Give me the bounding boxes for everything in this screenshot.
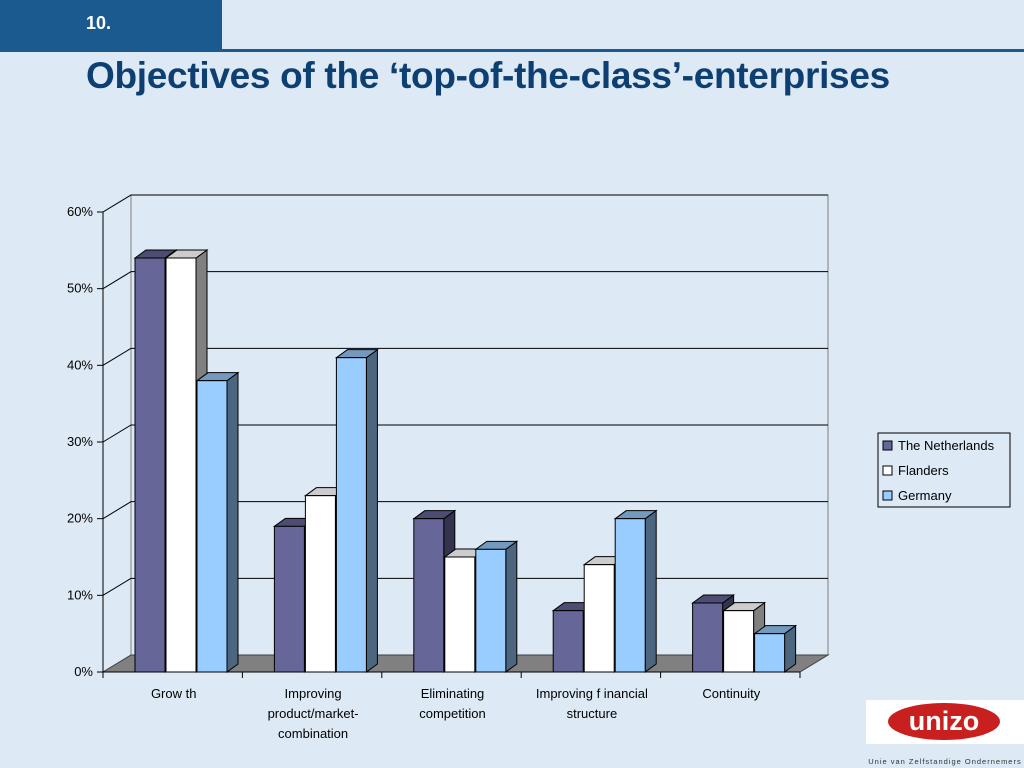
- legend-swatch: [882, 490, 893, 501]
- bar-germany: [753, 624, 798, 673]
- y-axis: 0% 10% 20% 30% 40% 50% 60%: [67, 204, 104, 679]
- x-tick-label: Improving: [285, 686, 342, 701]
- y-tick-label: 30%: [67, 434, 93, 449]
- slide-number: 10.: [86, 13, 112, 33]
- bar-front: [165, 257, 197, 673]
- legend-entry: Germany: [898, 488, 952, 503]
- header-rule: [0, 49, 1024, 52]
- bar-front: [754, 633, 786, 673]
- bar-side: [644, 509, 657, 673]
- y-tick-label: 60%: [67, 204, 93, 219]
- gridline: [102, 501, 828, 520]
- legend-box: [877, 432, 1011, 508]
- bar-front: [335, 357, 367, 673]
- gridline: [102, 424, 828, 443]
- bar-front: [475, 548, 507, 673]
- x-tick-label: product/market-: [268, 706, 359, 721]
- y-tick-label: 40%: [67, 357, 93, 372]
- legend-swatch: [882, 465, 893, 476]
- x-axis: Grow th Improving product/market-combinati…: [102, 671, 801, 741]
- bar-front: [552, 610, 584, 673]
- gridline: [102, 347, 828, 366]
- bar-front: [444, 556, 476, 673]
- y-tick-label: 20%: [67, 511, 93, 526]
- chart-bars: [133, 249, 798, 673]
- bar-front: [273, 525, 305, 673]
- x-tick-label: Eliminating: [421, 686, 485, 701]
- gridline: [102, 194, 828, 213]
- bar-germany: [195, 371, 240, 673]
- legend-entry: The Netherlands: [898, 438, 995, 453]
- bar-front: [196, 380, 228, 673]
- legend-swatch: [882, 440, 893, 451]
- bar-front: [304, 495, 336, 673]
- slide-number-tab: [0, 0, 222, 50]
- x-tick-label: Improving f inancial: [536, 686, 648, 701]
- x-tick-label: combination: [278, 726, 348, 741]
- x-tick-label: structure: [567, 706, 618, 721]
- legend-entry: Flanders: [898, 463, 949, 478]
- logo-word: unizo: [908, 706, 980, 736]
- bar-front: [583, 564, 615, 673]
- bar-front: [134, 257, 166, 673]
- bar-side: [505, 540, 518, 673]
- chart-gridlines: [102, 194, 828, 596]
- slide-title: Objectives of the ‘top-of-the-class’-ent…: [86, 55, 890, 96]
- x-tick-label: Grow th: [151, 686, 197, 701]
- bar-front: [614, 518, 646, 673]
- x-tick-label: competition: [419, 706, 485, 721]
- bar-side: [365, 348, 378, 673]
- y-tick-label: 0%: [74, 664, 93, 679]
- logo-tagline: Unie van Zelfstandige Ondernemers: [868, 757, 1022, 766]
- chart-legend: The Netherlands Flanders Germany: [877, 432, 1011, 508]
- bar-germany: [334, 348, 379, 673]
- unizo-logo: unizo: [866, 700, 1024, 744]
- bar-front: [692, 602, 724, 673]
- bar-germany: [474, 540, 519, 673]
- bar-flanders: [722, 601, 767, 673]
- bar-side: [226, 371, 239, 673]
- bar-germany: [613, 509, 658, 673]
- gridline: [102, 271, 828, 290]
- y-tick-label: 10%: [67, 587, 93, 602]
- bar-front: [413, 518, 445, 673]
- bar-front: [723, 610, 755, 673]
- logo-oval: unizo: [888, 703, 1000, 740]
- y-tick-label: 50%: [67, 281, 93, 296]
- x-tick-label: Continuity: [702, 686, 760, 701]
